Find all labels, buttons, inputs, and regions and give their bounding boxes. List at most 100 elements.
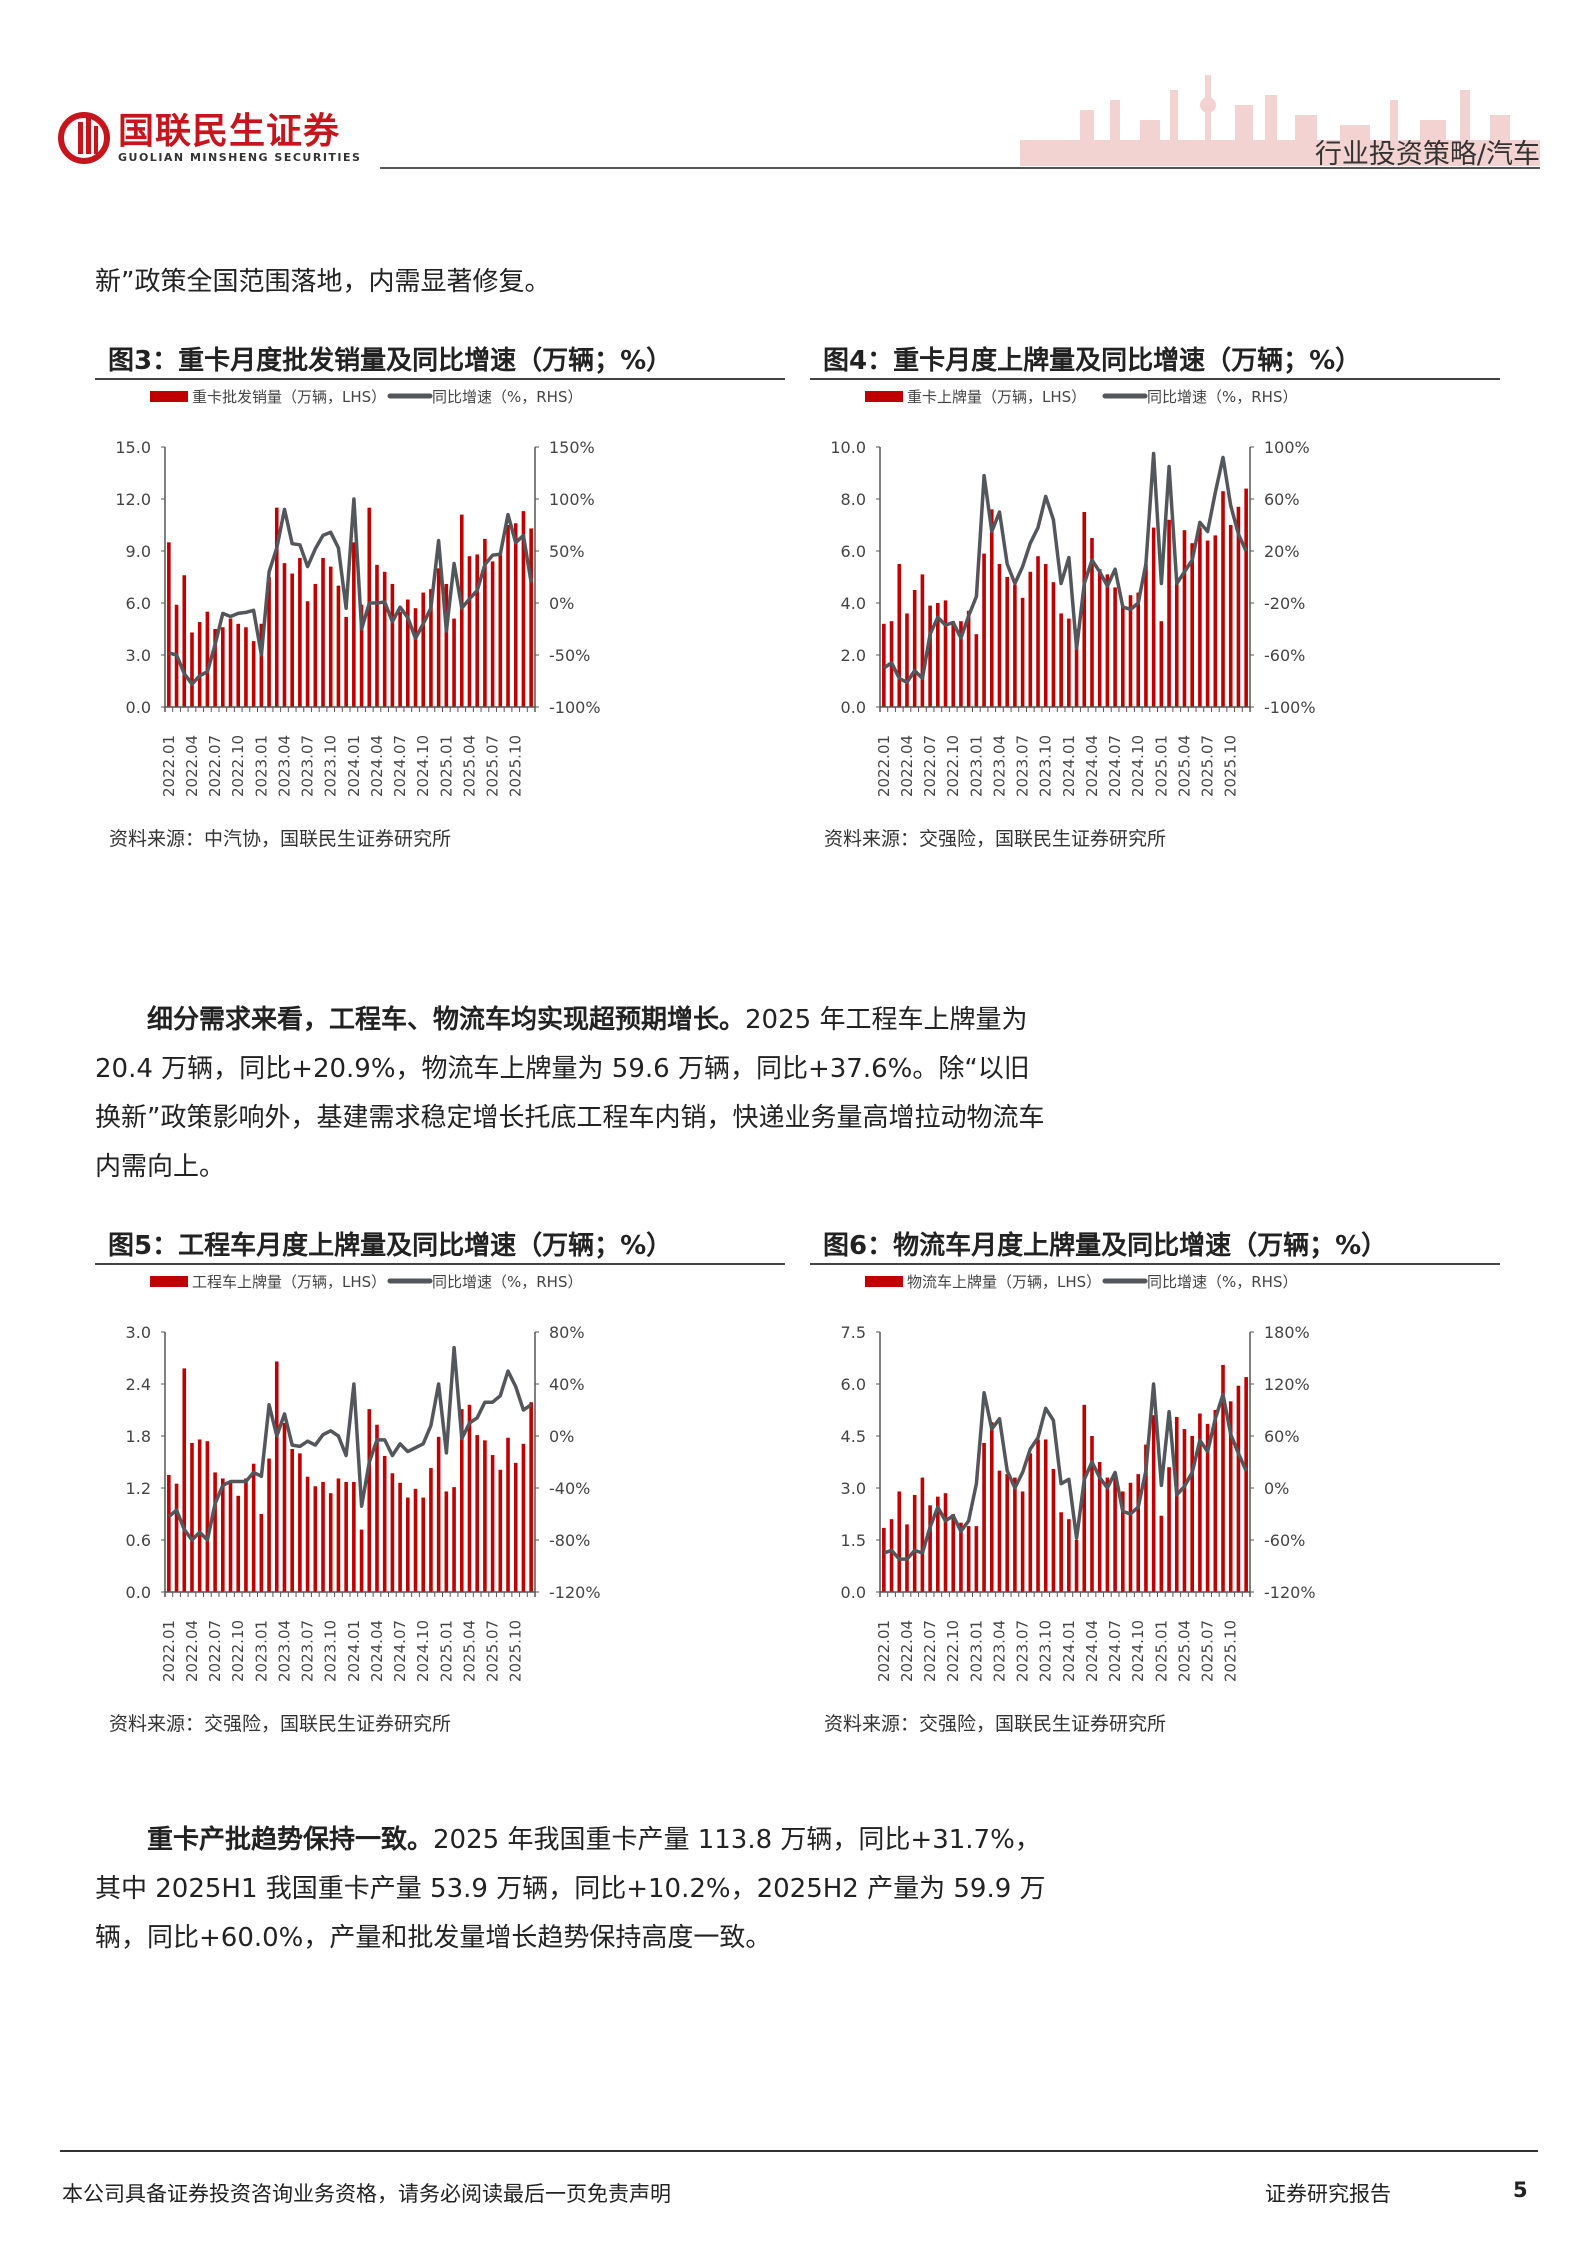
bar bbox=[1097, 1462, 1102, 1592]
x-tick-label: 2023.01 bbox=[967, 1620, 985, 1682]
bar bbox=[228, 1481, 233, 1592]
x-tick-label: 2024.07 bbox=[1106, 1620, 1124, 1682]
left-tick-label: 3.0 bbox=[841, 1479, 866, 1498]
bar bbox=[421, 1497, 426, 1592]
bar bbox=[390, 1473, 395, 1592]
bar bbox=[1128, 1482, 1133, 1592]
bar bbox=[1043, 1439, 1048, 1592]
x-tick-label: 2023.10 bbox=[322, 1620, 340, 1682]
bar bbox=[321, 557, 325, 707]
x-tick-label: 2022.10 bbox=[944, 1620, 962, 1682]
bar bbox=[244, 627, 248, 707]
bar bbox=[1020, 1491, 1025, 1592]
bar bbox=[1074, 629, 1079, 707]
figure-title: 图3：重卡月度批发销量及同比增速（万辆；%） bbox=[95, 344, 785, 380]
company-logo: 国联民生证券 GUOLIAN MINSHENG SECURITIES bbox=[58, 112, 361, 164]
left-tick-label: 9.0 bbox=[126, 542, 151, 561]
x-tick-label: 2025.10 bbox=[507, 1620, 525, 1682]
x-tick-label: 2024.01 bbox=[345, 1620, 363, 1682]
bar bbox=[1013, 1477, 1017, 1592]
bar bbox=[190, 632, 194, 707]
legend-label-bar: 重卡上牌量（万辆，LHS） bbox=[907, 388, 1086, 406]
figure-title: 图6：物流车月度上牌量及同比增速（万辆；%） bbox=[810, 1229, 1500, 1265]
right-tick-label: 0% bbox=[549, 1427, 574, 1446]
right-tick-label: -120% bbox=[1264, 1583, 1316, 1602]
chart-figure-4: 重卡上牌量（万辆，LHS） 同比增速（%，RHS） 0.0 2.0 4.0 6.0 8.0 1… bbox=[830, 388, 1315, 797]
x-tick-label: 2022.01 bbox=[875, 1620, 893, 1682]
bar bbox=[521, 511, 526, 707]
x-tick-label: 2023.04 bbox=[990, 1620, 1008, 1682]
bar bbox=[421, 592, 426, 707]
bar bbox=[513, 1462, 518, 1592]
yoy-growth-line bbox=[882, 451, 1248, 685]
x-tick-label: 2025.04 bbox=[1175, 735, 1193, 797]
bar bbox=[390, 583, 395, 707]
bar bbox=[982, 553, 986, 707]
x-tick-label: 2023.10 bbox=[1037, 1620, 1055, 1682]
bar bbox=[513, 523, 518, 707]
legend-label-bar: 工程车上牌量（万辆，LHS） bbox=[192, 1273, 386, 1291]
x-tick-label: 2022.01 bbox=[875, 735, 893, 797]
x-tick-label: 2022.01 bbox=[160, 1620, 178, 1682]
bar bbox=[367, 1409, 372, 1592]
bar bbox=[1013, 584, 1017, 707]
x-tick-label: 2025.10 bbox=[507, 735, 525, 797]
x-tick-label: 2025.01 bbox=[437, 1620, 455, 1682]
bar bbox=[1074, 1540, 1079, 1592]
chart-legend: 重卡批发销量（万辆，LHS） 同比增速（%，RHS） bbox=[150, 388, 582, 406]
bar bbox=[382, 571, 387, 707]
bar bbox=[475, 1435, 479, 1592]
bar bbox=[282, 1423, 287, 1592]
bar bbox=[197, 622, 202, 707]
bar bbox=[190, 1442, 194, 1592]
right-tick-label: -50% bbox=[549, 646, 590, 665]
right-tick-label: -20% bbox=[1264, 594, 1305, 613]
right-tick-label: 0% bbox=[1264, 1479, 1289, 1498]
bar bbox=[1113, 587, 1117, 707]
bar bbox=[1228, 525, 1233, 707]
bar bbox=[920, 574, 925, 707]
bar bbox=[1090, 538, 1094, 707]
bar bbox=[1159, 621, 1164, 707]
bar bbox=[1151, 527, 1156, 707]
header-divider bbox=[380, 167, 1540, 169]
bar bbox=[928, 605, 932, 707]
bar bbox=[529, 1402, 533, 1592]
bar bbox=[213, 1472, 217, 1592]
left-tick-label: 12.0 bbox=[115, 490, 151, 509]
bar bbox=[1051, 582, 1056, 707]
x-tick-label: 2022.07 bbox=[921, 1620, 939, 1682]
bar bbox=[1113, 1477, 1117, 1592]
bar bbox=[943, 600, 948, 707]
bar bbox=[982, 1442, 986, 1592]
bar bbox=[205, 611, 210, 707]
left-tick-label: 3.0 bbox=[126, 646, 151, 665]
bar bbox=[290, 1449, 294, 1592]
bar bbox=[1028, 571, 1033, 707]
bar bbox=[359, 1529, 364, 1592]
right-tick-label: 100% bbox=[1264, 438, 1310, 457]
x-tick-label: 2023.07 bbox=[299, 1620, 317, 1682]
bar bbox=[429, 589, 433, 707]
bar bbox=[1121, 605, 1125, 707]
bar bbox=[305, 1476, 310, 1592]
x-tick-label: 2024.01 bbox=[1060, 1620, 1078, 1682]
right-tick-label: -120% bbox=[549, 1583, 601, 1602]
paragraph-segment-demand: 细分需求来看，工程车、物流车均实现超预期增长。2025 年工程车上牌量为 20.… bbox=[95, 996, 1055, 1192]
x-tick-label: 2023.07 bbox=[299, 735, 317, 797]
bar bbox=[167, 542, 171, 707]
page-number: 5 bbox=[1513, 2178, 1528, 2202]
bar bbox=[282, 563, 287, 707]
left-tick-label: 6.0 bbox=[841, 1375, 866, 1394]
bar bbox=[1067, 1519, 1071, 1592]
bar bbox=[459, 1409, 464, 1592]
bar bbox=[1205, 540, 1210, 707]
bar bbox=[897, 1491, 902, 1592]
figure-source: 资料来源：交强险，国联民生证券研究所 bbox=[109, 1713, 452, 1735]
bar bbox=[951, 621, 956, 707]
left-tick-label: 0.0 bbox=[841, 698, 866, 717]
bar bbox=[336, 1478, 341, 1592]
bar bbox=[490, 1455, 495, 1592]
legend-label-bar: 重卡批发销量（万辆，LHS） bbox=[192, 388, 386, 406]
bar bbox=[197, 1439, 202, 1592]
